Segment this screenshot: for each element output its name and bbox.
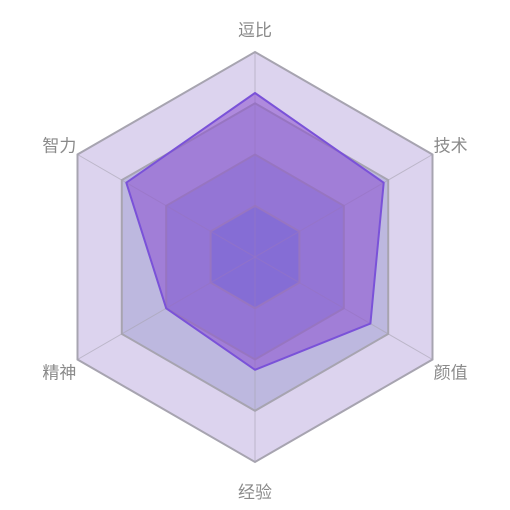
axis-label-4: 经验	[238, 483, 272, 503]
axis-label-5: 精神	[42, 364, 76, 384]
axis-label-3: 颜值	[434, 364, 468, 384]
axis-label-1: 逗比	[238, 21, 272, 41]
radar-series	[125, 92, 385, 371]
radar-series-area-1	[125, 92, 385, 371]
axis-label-6: 智力	[42, 137, 76, 157]
axis-label-2: 技术	[434, 137, 468, 157]
